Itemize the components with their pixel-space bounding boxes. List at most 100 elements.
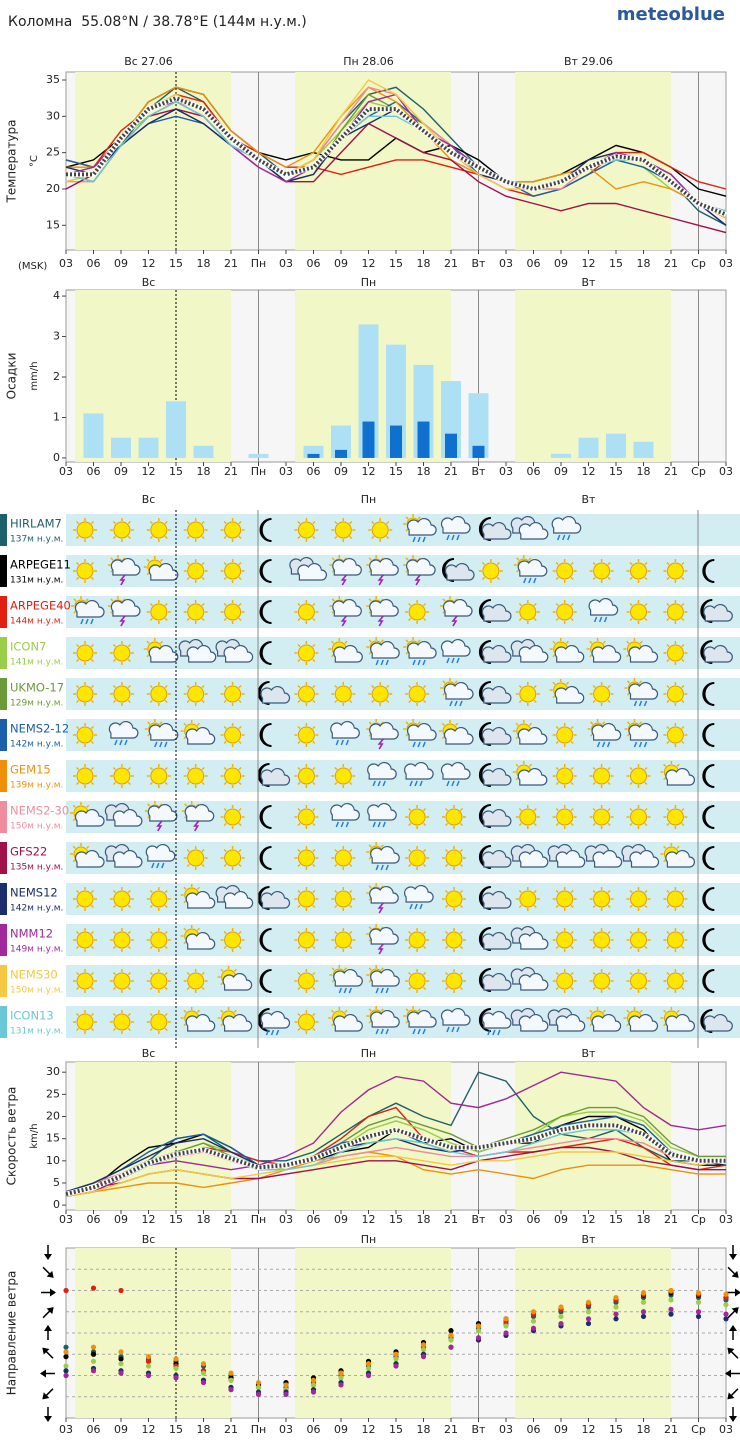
weather-icon [183,969,208,993]
sun-ray [233,1009,237,1013]
sun-ray [676,763,680,767]
weather-icon [220,518,245,542]
weather-icon [294,764,319,788]
day-label: Вс [142,276,156,289]
weather-icon [109,969,134,993]
weather-icon [294,887,319,911]
day-label: Вс [142,493,156,506]
cloud [330,720,360,739]
cloud [260,685,291,704]
x-tick-label: Ср [691,1423,706,1436]
model-elevation: 141м н.у.м. [10,658,63,668]
weather-icon [442,969,466,993]
direction-dot [90,1368,97,1374]
sun-ray [589,1023,593,1027]
sun-ray [186,535,190,540]
direction-dot [283,1391,289,1397]
x-tick-label: 06 [527,1423,541,1436]
x-tick-label: 03 [719,1213,733,1226]
sun-ray [349,945,353,950]
weather-icon [624,719,659,748]
sun-ray [629,971,633,976]
sun-ray [110,598,114,602]
lightning [414,574,421,586]
rain [275,1029,280,1036]
cloud [407,1009,437,1028]
y-tick-label: 25 [46,146,60,159]
weather-icon [512,720,548,745]
sun-ray [533,699,537,704]
cloud [481,1010,512,1029]
model-name: NMM12 [10,927,53,941]
sun [666,685,684,703]
sun-ray [422,986,427,991]
weather-icon [660,1007,695,1032]
sun-ray [334,848,338,853]
sun [556,726,574,744]
sun-ray [626,1023,630,1027]
direction-arrow [727,1388,739,1400]
weather-icon [552,887,577,911]
x-tick-label: Вт [472,257,487,270]
sun [76,644,94,662]
sun-ray [312,971,316,976]
direction-dot [255,1379,262,1386]
sun [297,603,315,621]
sun [150,890,168,908]
sun-ray [496,561,500,566]
x-tick-label: Вт [472,465,487,478]
sun-ray [528,557,532,561]
direction-dot [695,1309,702,1315]
rain [643,741,648,748]
sun-ray [676,1009,680,1013]
weather-icon [552,805,577,829]
direction-dot [63,1368,69,1374]
sun-ray [518,904,522,909]
weather-icon [552,600,577,624]
sun-ray [681,658,685,663]
weather-icon [510,843,549,868]
direction-arrow [42,1388,54,1400]
sun-ray [90,971,95,976]
direction-dot [530,1309,537,1315]
sun-ray [570,602,574,607]
arrow-head [729,1416,737,1422]
moon [478,681,492,705]
sun-ray [638,721,643,725]
sun-ray [607,945,611,950]
sun-ray [681,617,685,622]
sun-ray [112,520,117,525]
direction-arrow [729,1407,737,1422]
sun [519,685,537,703]
sun-ray [644,561,648,566]
cloud [108,720,139,739]
sun-ray [444,889,449,894]
sun-ray [592,561,596,566]
sun-ray [164,971,168,976]
weather-icon [515,682,540,706]
sun-ray [112,535,117,540]
sun [408,685,426,703]
model-color [0,637,7,669]
x-tick-label: 15 [169,465,183,478]
sun-ray [223,535,227,540]
weather-icon [549,679,585,704]
y-tick-label: 0 [53,1198,60,1211]
sun-ray [297,971,301,976]
model-name: ARPEGE40 [10,599,71,613]
rain [414,903,418,910]
weather-icon [183,518,208,542]
sun [445,890,463,908]
sun-ray [201,561,205,566]
cloud [370,640,400,659]
sun [224,849,242,867]
weather-icon [405,846,430,870]
sun [630,767,647,785]
moon [257,886,270,910]
weather-icon [621,843,660,868]
cloud [367,761,397,780]
sun [334,521,352,539]
sun [556,931,574,949]
rain [593,616,598,623]
cloud [517,767,548,786]
